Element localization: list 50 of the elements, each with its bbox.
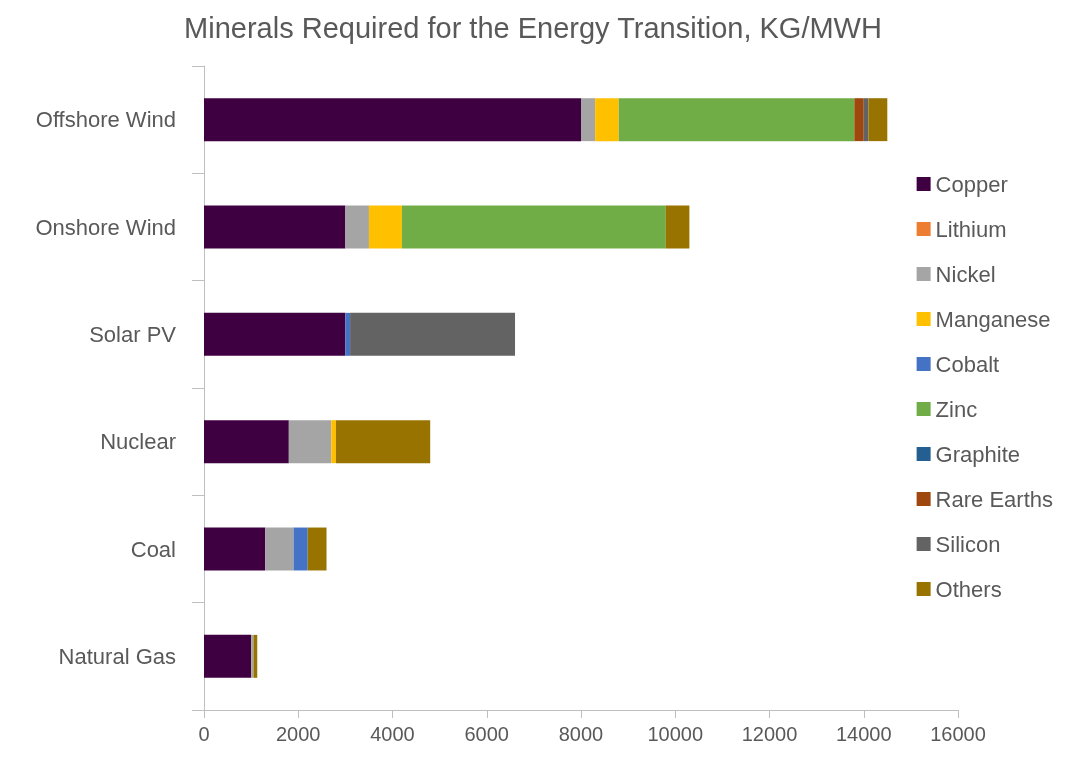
bar bbox=[368, 205, 402, 249]
bar bbox=[293, 527, 308, 571]
bar bbox=[335, 420, 431, 464]
legend-label: Silicon bbox=[935, 531, 1001, 557]
legend-label: Graphite bbox=[935, 441, 1021, 467]
legend-label: Others bbox=[935, 576, 1002, 602]
bar bbox=[204, 634, 252, 678]
legend-label: Lithium bbox=[935, 216, 1007, 242]
y-tick-label: Nuclear bbox=[100, 429, 176, 455]
y-tick-label: Onshore Wind bbox=[35, 214, 176, 240]
x-tick-label: 10000 bbox=[647, 723, 704, 745]
legend-label: Manganese bbox=[935, 306, 1051, 332]
x-tick-label: 12000 bbox=[741, 723, 798, 745]
bar bbox=[331, 420, 336, 464]
bar bbox=[204, 420, 289, 464]
bar bbox=[345, 312, 351, 356]
chart-title: Minerals Required for the Energy Transition, KG/MWH bbox=[184, 11, 882, 44]
x-tick-label: 14000 bbox=[835, 723, 892, 745]
bar bbox=[307, 527, 327, 571]
bar bbox=[665, 205, 690, 249]
bar bbox=[345, 205, 369, 249]
x-tick-label: 8000 bbox=[558, 723, 604, 745]
bar bbox=[350, 312, 516, 356]
legend-label: Copper bbox=[935, 171, 1008, 197]
legend-label: Zinc bbox=[935, 396, 978, 422]
y-tick-label: Solar PV bbox=[89, 321, 177, 347]
x-tick-label: 6000 bbox=[464, 723, 509, 745]
x-tick-label: 0 bbox=[198, 723, 210, 745]
bar bbox=[253, 634, 258, 678]
x-tick-label: 2000 bbox=[276, 723, 321, 745]
legend-label: Rare Earths bbox=[935, 486, 1054, 512]
bar bbox=[401, 205, 666, 249]
y-tick-label: Coal bbox=[130, 536, 176, 562]
bar bbox=[265, 527, 294, 571]
legend-label: Nickel bbox=[935, 261, 996, 287]
bar bbox=[204, 205, 346, 249]
x-tick-label: 16000 bbox=[930, 723, 986, 745]
bar bbox=[854, 98, 864, 142]
bar bbox=[868, 98, 888, 142]
bar bbox=[204, 312, 346, 356]
legend-label: Cobalt bbox=[935, 351, 1000, 377]
bar bbox=[618, 98, 855, 142]
x-tick-label: 4000 bbox=[370, 723, 415, 745]
bar bbox=[288, 420, 332, 464]
y-tick-label: Offshore Wind bbox=[35, 107, 176, 133]
bar bbox=[204, 98, 581, 142]
y-tick-label: Natural Gas bbox=[58, 643, 176, 669]
bar bbox=[581, 98, 596, 142]
bar bbox=[595, 98, 619, 142]
bar bbox=[204, 527, 266, 571]
